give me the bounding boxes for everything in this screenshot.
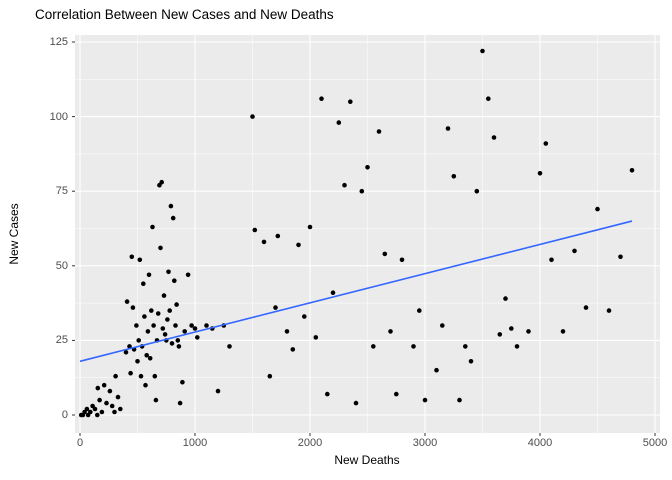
y-axis-title: New Cases [7,203,21,265]
chart-canvas [72,35,660,436]
x-tick-label: 0 [76,437,84,449]
x-tick-label: 5000 [642,437,668,449]
y-tick-label: 0 [61,409,68,421]
y-tick-label: 25 [55,334,68,347]
plot-panel [72,35,660,436]
y-tick-label: 100 [49,110,68,123]
chart-title: Correlation Between New Cases and New De… [35,7,334,22]
x-tick-label: 4000 [527,437,553,449]
y-tick-label: 125 [49,36,68,48]
y-tick-label: 50 [55,259,68,272]
x-tick-label: 2000 [297,437,323,449]
x-tick-label: 1000 [182,437,208,449]
y-tick-label: 75 [55,185,68,198]
x-axis-title: New Deaths [334,453,400,467]
x-tick-label: 3000 [412,437,438,449]
